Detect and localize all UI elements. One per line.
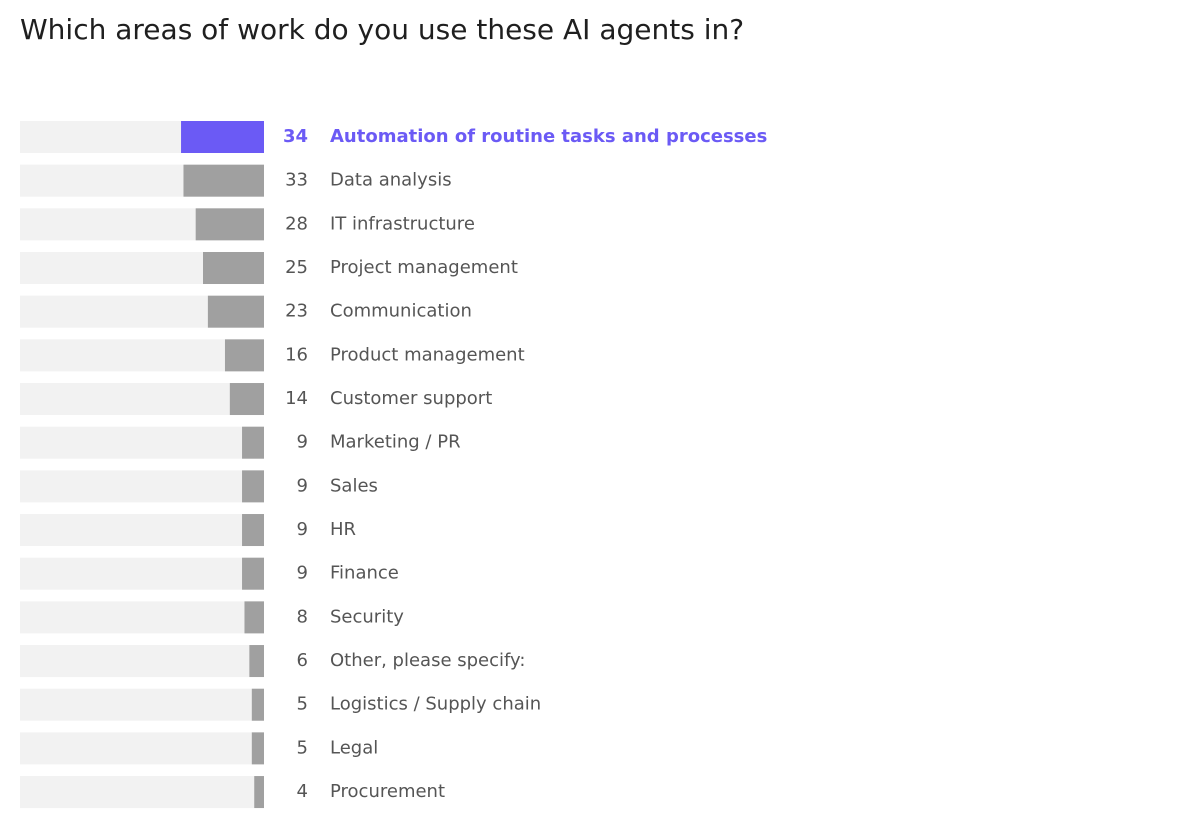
chart-title: Which areas of work do you use these AI … — [20, 13, 744, 46]
bar — [181, 121, 264, 153]
bar — [224, 339, 264, 372]
value-label: 5 — [297, 694, 308, 715]
category-label: Product management — [330, 344, 525, 365]
value-label: 23 — [285, 301, 308, 322]
category-label: IT infrastructure — [330, 213, 475, 234]
category-label: Communication — [330, 301, 472, 322]
bar — [207, 295, 264, 328]
value-label: 5 — [297, 737, 308, 758]
bar — [242, 514, 264, 547]
value-label: 25 — [285, 257, 308, 278]
value-label: 8 — [297, 606, 308, 627]
bar — [251, 688, 264, 721]
bar-track — [20, 514, 264, 547]
value-label: 14 — [285, 388, 308, 409]
bar — [203, 252, 264, 285]
category-label: Sales — [330, 475, 378, 496]
value-label: 34 — [283, 126, 308, 147]
category-label: Finance — [330, 563, 399, 584]
value-label: 6 — [297, 650, 308, 671]
bar-track — [20, 776, 264, 809]
category-label: Automation of routine tasks and processe… — [330, 126, 767, 147]
bar — [249, 645, 264, 678]
category-label: HR — [330, 519, 356, 540]
value-label: 9 — [297, 519, 308, 540]
bar-track — [20, 339, 264, 372]
bar-track — [20, 688, 264, 721]
value-label: 9 — [297, 475, 308, 496]
category-label: Procurement — [330, 781, 445, 802]
category-label: Customer support — [330, 388, 492, 409]
bar — [254, 776, 264, 809]
category-label: Data analysis — [330, 170, 452, 191]
category-label: Marketing / PR — [330, 432, 461, 453]
bar — [242, 470, 264, 503]
category-label: Project management — [330, 257, 518, 278]
bar — [242, 557, 264, 590]
value-label: 4 — [297, 781, 308, 802]
value-label: 16 — [285, 344, 308, 365]
category-label: Legal — [330, 737, 378, 758]
bar — [229, 383, 264, 416]
bar — [195, 208, 264, 241]
bar-track — [20, 601, 264, 634]
bar-track — [20, 383, 264, 416]
bar-track — [20, 732, 264, 765]
value-label: 9 — [297, 563, 308, 584]
category-label: Other, please specify: — [330, 650, 525, 671]
category-label: Security — [330, 606, 404, 627]
bar-track — [20, 426, 264, 459]
bar — [242, 426, 264, 459]
bar — [251, 732, 264, 765]
value-label: 9 — [297, 432, 308, 453]
value-label: 33 — [285, 170, 308, 191]
bar-track — [20, 557, 264, 590]
bar-track — [20, 470, 264, 503]
bar-track — [20, 645, 264, 678]
value-label: 28 — [285, 213, 308, 234]
bar — [244, 601, 264, 634]
bar — [183, 164, 264, 197]
category-label: Logistics / Supply chain — [330, 694, 541, 715]
